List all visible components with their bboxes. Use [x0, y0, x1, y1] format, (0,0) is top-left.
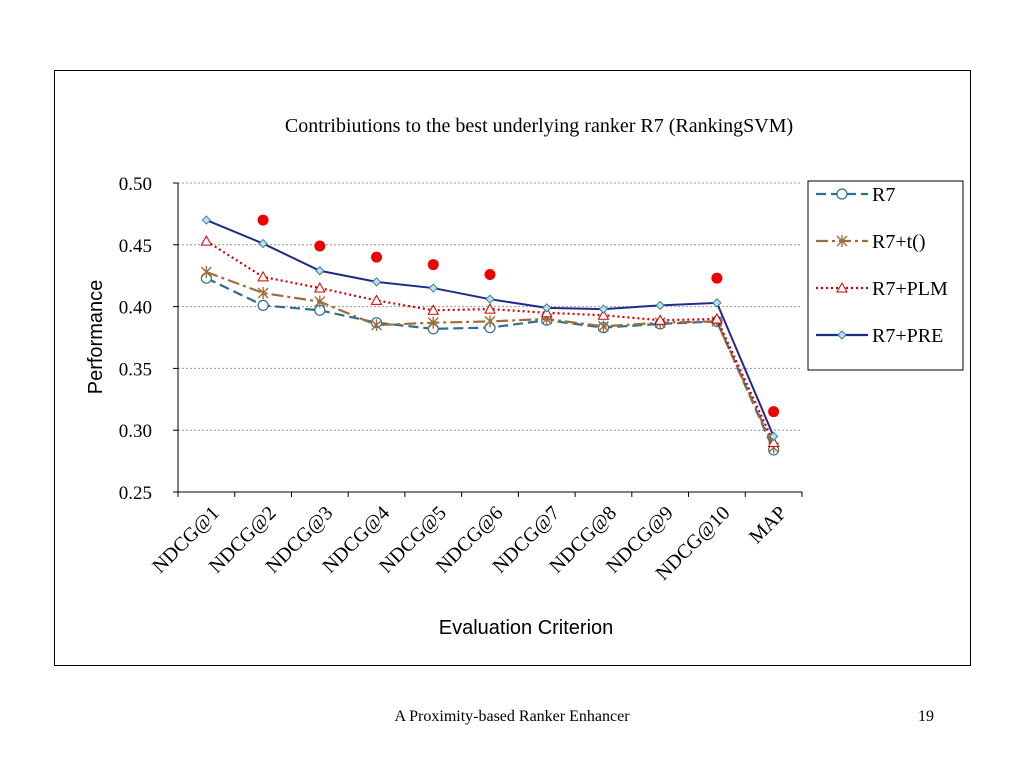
- x-tick-label: MAP: [745, 502, 791, 548]
- y-tick-label: 0.50: [119, 174, 152, 195]
- highlight-point: [257, 214, 269, 226]
- data-point: [427, 304, 440, 315]
- y-tick-label: 0.35: [119, 359, 152, 380]
- highlight-point: [711, 272, 723, 284]
- highlight-point: [314, 240, 326, 252]
- data-point: [484, 303, 496, 314]
- data-point: [313, 282, 326, 293]
- legend-label: R7+t(): [872, 231, 926, 253]
- legend-marker: [837, 330, 847, 340]
- line-chart: Contribiutions to the best underlying ra…: [85, 115, 964, 639]
- y-tick-label: 0.40: [119, 298, 152, 319]
- data-point: [371, 277, 382, 287]
- data-point: [712, 298, 722, 308]
- legend-label: R7: [872, 184, 895, 206]
- data-point: [711, 312, 723, 324]
- legend-box: [807, 180, 964, 371]
- data-point: [201, 215, 212, 225]
- chart-title: Contribiutions to the best underlying ra…: [285, 115, 793, 137]
- chart-frame: [54, 70, 971, 666]
- data-point: [542, 303, 552, 313]
- data-point: [200, 235, 213, 246]
- data-point: [598, 304, 609, 314]
- page-number: 19: [918, 708, 934, 725]
- data-point: [767, 436, 780, 448]
- data-point: [258, 238, 268, 249]
- data-point: [768, 431, 779, 442]
- legend-marker: [836, 188, 848, 200]
- data-point: [427, 316, 439, 329]
- data-point: [315, 266, 325, 276]
- highlight-point: [768, 406, 780, 418]
- data-point: [485, 294, 495, 304]
- y-tick-label: 0.45: [119, 236, 152, 257]
- highlight-point: [371, 251, 383, 263]
- y-axis-label: Performance: [85, 280, 107, 395]
- footer-title: A Proximity-based Ranker Enhancer: [394, 708, 630, 725]
- highlight-point: [427, 259, 439, 271]
- y-tick-label: 0.30: [119, 421, 152, 442]
- data-point: [428, 283, 438, 293]
- series-line: [205, 240, 775, 444]
- legend-label: R7+PLM: [872, 278, 948, 300]
- x-axis-label: Evaluation Criterion: [439, 617, 614, 639]
- data-point: [655, 300, 665, 311]
- data-point: [371, 319, 383, 332]
- data-point: [597, 309, 610, 320]
- legend-label: R7+PRE: [872, 325, 943, 347]
- data-point: [597, 320, 609, 333]
- data-point: [200, 265, 212, 278]
- data-point: [257, 299, 269, 311]
- legend-marker: [836, 281, 848, 293]
- data-point: [314, 295, 326, 308]
- data-point: [257, 287, 269, 300]
- data-point: [370, 294, 383, 305]
- data-point: [257, 270, 269, 282]
- y-tick-label: 0.25: [119, 483, 152, 504]
- data-point: [654, 314, 667, 325]
- data-point: [484, 315, 496, 328]
- legend-marker: [836, 235, 848, 247]
- highlight-point: [484, 268, 496, 280]
